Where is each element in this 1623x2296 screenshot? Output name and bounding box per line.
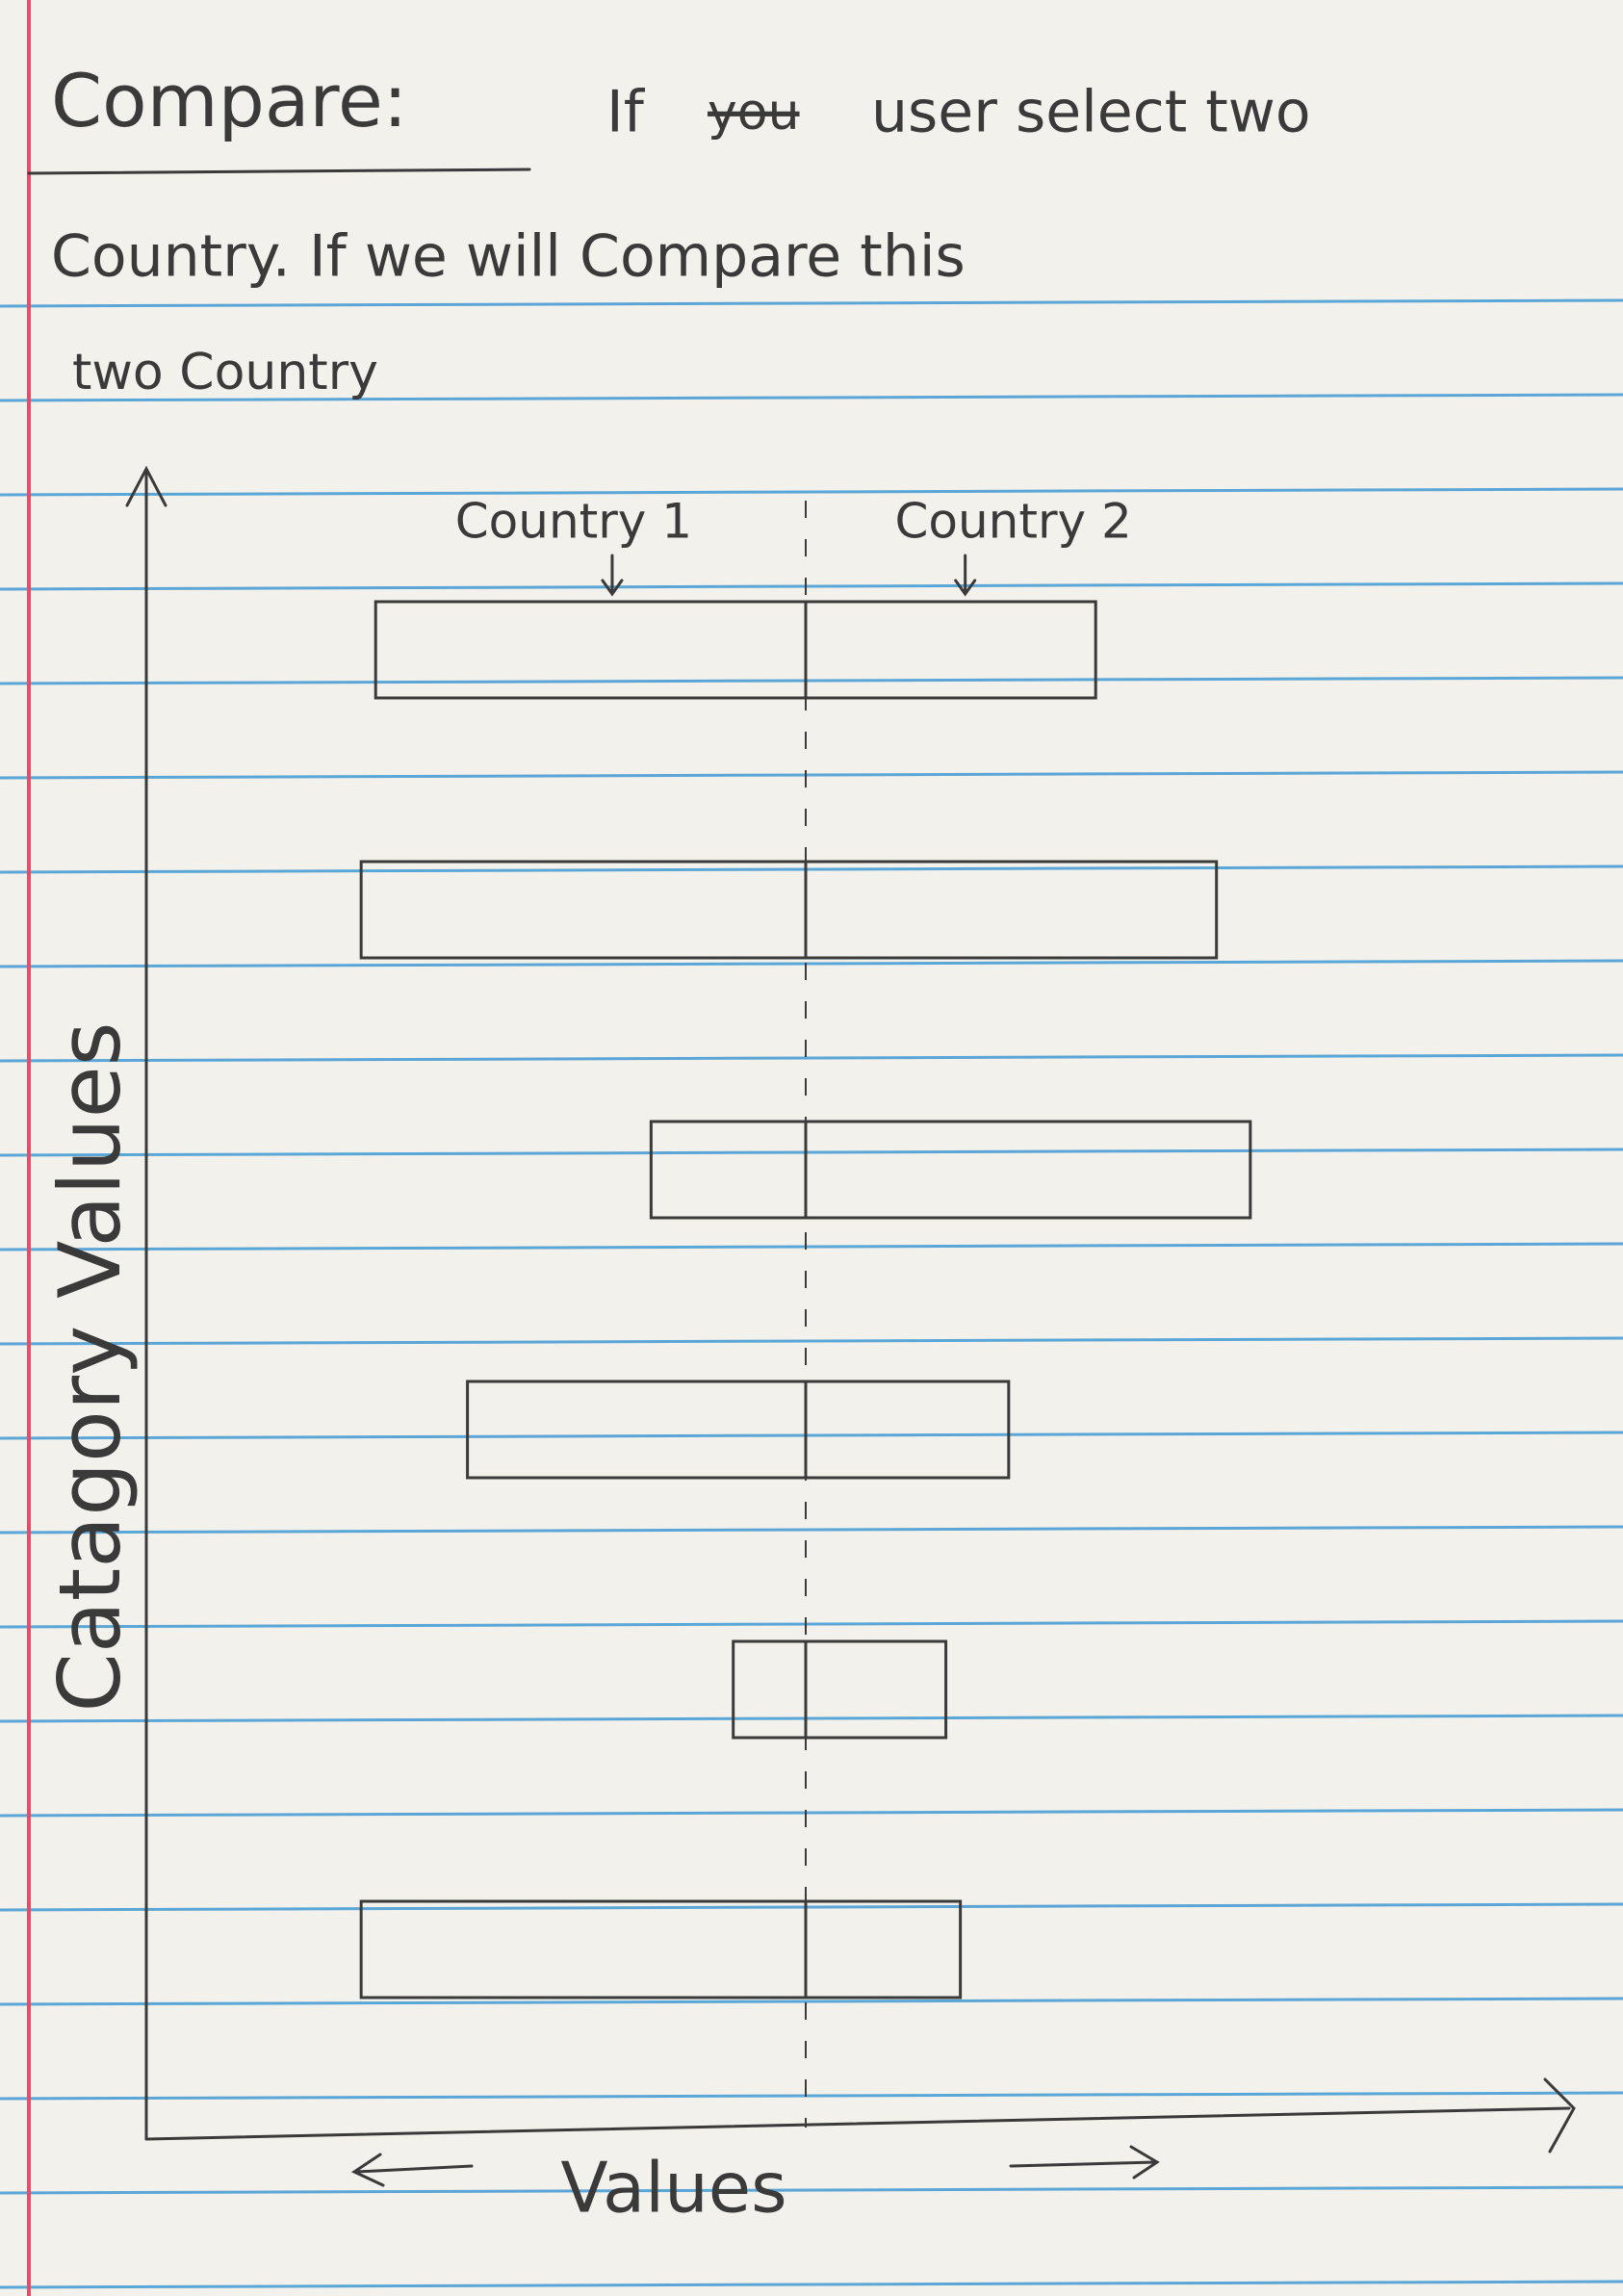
rule-line [0, 676, 1623, 685]
title-underline [27, 168, 531, 175]
paper-rules [0, 298, 1623, 2289]
rule-line [0, 1619, 1623, 1629]
rule-line [0, 770, 1623, 780]
y-axis-label: Catagory Values [40, 1021, 140, 1712]
bar [804, 1120, 1252, 1220]
rule-line [0, 1714, 1623, 1723]
rule-line [0, 1053, 1623, 1063]
rule-line [0, 2185, 1623, 2195]
rule-line [0, 487, 1623, 497]
bar [804, 1380, 1011, 1480]
left-arrow [350, 2153, 474, 2187]
rule-line [0, 393, 1623, 402]
rule-line [0, 2091, 1623, 2101]
y-axis [125, 465, 167, 2141]
annotation: If [606, 79, 646, 146]
rule-line [0, 1242, 1623, 1251]
rule-line [0, 1336, 1623, 1346]
annotation: two Country [72, 344, 378, 401]
legend-label: Country 1 [455, 494, 692, 550]
legend-arrow [954, 554, 977, 597]
bar [804, 1639, 948, 1740]
right-arrow [1009, 2145, 1160, 2180]
bar [804, 1899, 963, 1999]
rule-line [0, 959, 1623, 968]
legend-label: Country 2 [894, 494, 1131, 550]
annotation-struck: you [708, 84, 800, 142]
rule-line [0, 1902, 1623, 1912]
x-axis-label: Values [560, 2148, 786, 2229]
rule-line [0, 2280, 1623, 2289]
rule-line [0, 1808, 1623, 1818]
bar [804, 860, 1219, 960]
legend-arrow [601, 554, 624, 597]
bar [804, 600, 1097, 700]
rule-line [0, 1148, 1623, 1157]
title: Compare: [51, 58, 407, 143]
rule-line [0, 1431, 1623, 1440]
rule-line [0, 864, 1623, 874]
annotation: Country. If we will Compare this [51, 223, 966, 291]
x-axis [144, 2077, 1576, 2154]
rule-line [0, 1997, 1623, 2006]
rule-line [0, 581, 1623, 591]
annotation: user select two [871, 79, 1311, 146]
rule-line [0, 298, 1623, 308]
rule-line [0, 1525, 1623, 1535]
